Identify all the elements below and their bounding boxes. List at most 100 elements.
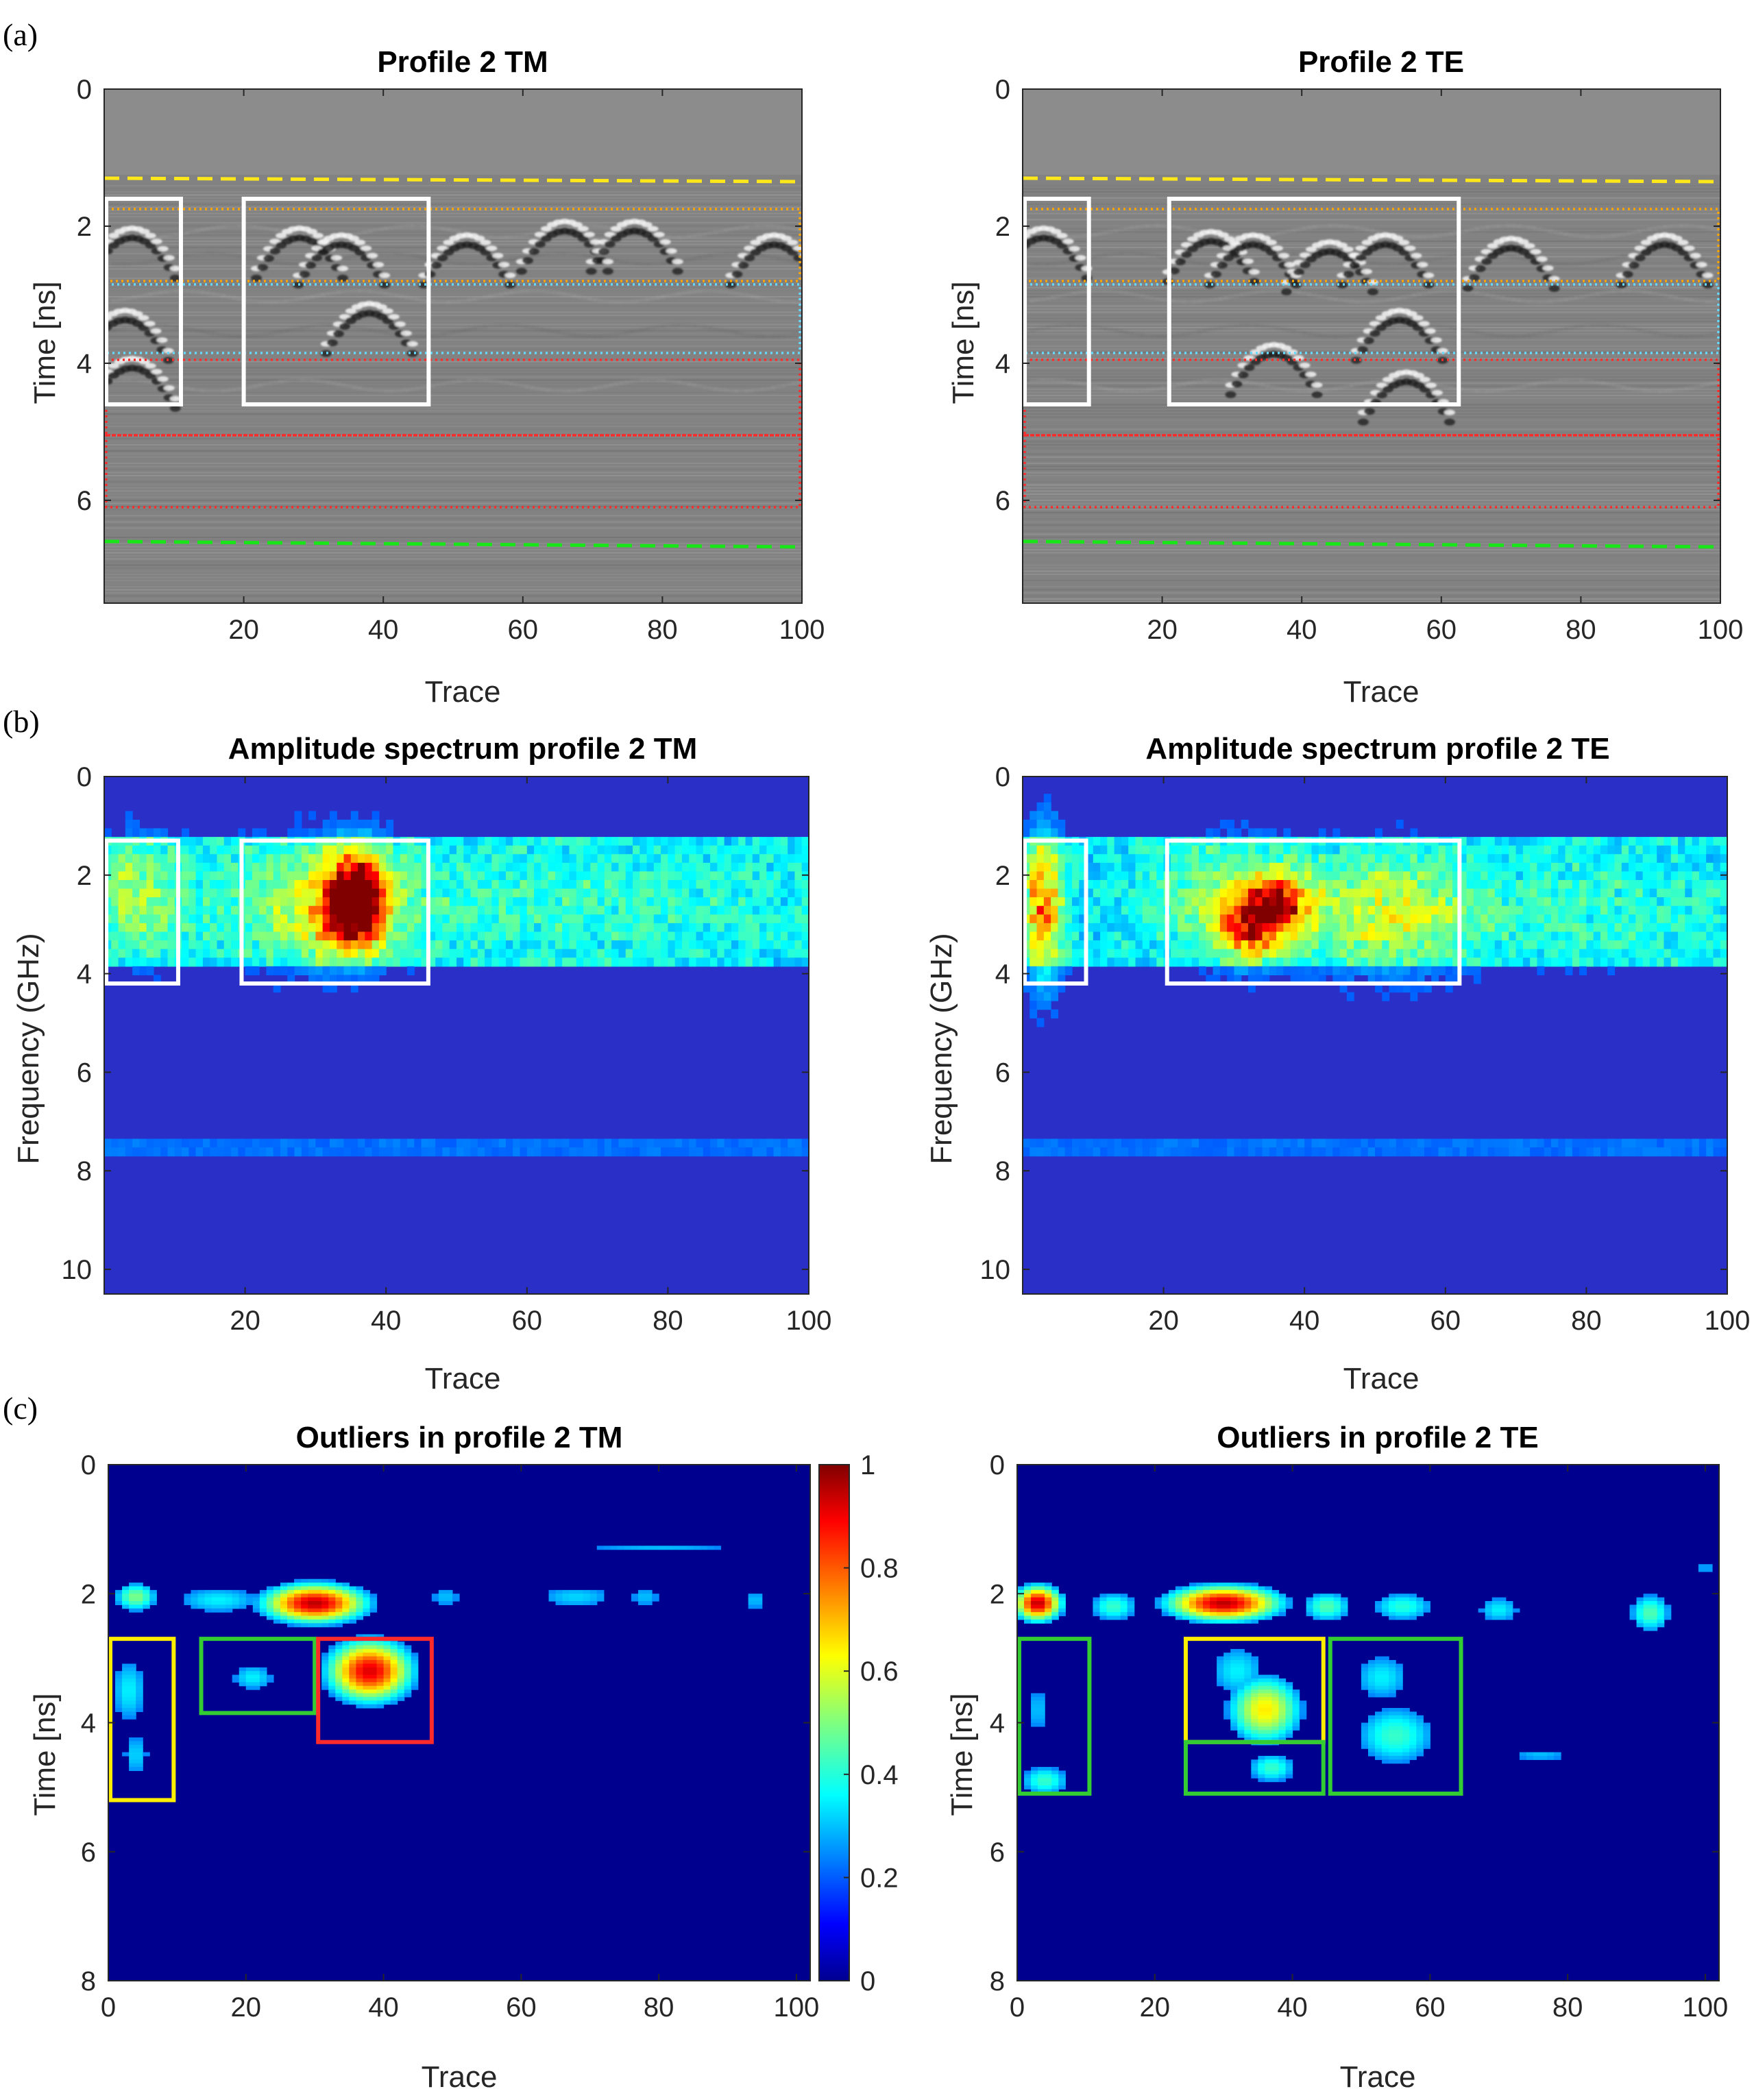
- x-tick-label: 80: [1552, 1992, 1583, 2023]
- x-tick-label: 80: [1566, 615, 1596, 645]
- y-tick-label: 6: [81, 1838, 96, 1868]
- y-tick-label: 4: [77, 960, 92, 990]
- x-tick-label: 100: [779, 615, 825, 645]
- outliers-background: [108, 1465, 810, 1981]
- x-tick-label: 100: [786, 1306, 832, 1336]
- x-tick-label: 40: [1287, 615, 1317, 645]
- y-tick-label: 0: [81, 1450, 96, 1480]
- outliers-te-panel: Outliers in profile 2 TE Trace Time [ns]…: [945, 1421, 1728, 2094]
- y-tick-label: 6: [77, 486, 92, 516]
- colorbar-tick-label: 1: [860, 1450, 875, 1480]
- x-tick-label: 40: [1277, 1992, 1308, 2023]
- y-tick-label: 2: [77, 861, 92, 891]
- air-layer: [1023, 89, 1720, 175]
- y-axis-label: Time [ns]: [28, 1693, 62, 1816]
- x-axis-label: Trace: [1340, 2060, 1416, 2094]
- colorbar-tick-label: 0.8: [860, 1554, 899, 1584]
- y-tick-label: 6: [995, 486, 1010, 516]
- plot-area: 20 40 60 80 100 0 2 4 6 8 10: [980, 762, 1751, 1336]
- y-tick-label: 6: [995, 1058, 1010, 1088]
- x-axis-label: Trace: [1343, 675, 1420, 709]
- x-axis-label: Trace: [1343, 1362, 1420, 1395]
- air-layer: [104, 89, 802, 175]
- y-tick-label: 10: [980, 1255, 1011, 1285]
- y-tick-label: 4: [990, 1709, 1005, 1739]
- y-axis-label: Frequency (GHz): [925, 933, 958, 1164]
- y-tick-label: 0: [77, 762, 92, 792]
- y-tick-label: 8: [81, 1966, 96, 1997]
- x-tick-label: 0: [101, 1992, 116, 2023]
- x-tick-label: 100: [1683, 1992, 1729, 2023]
- y-tick-label: 2: [995, 212, 1010, 242]
- chart-title: Outliers in profile 2 TM: [296, 1421, 623, 1454]
- x-axis-label: Trace: [422, 2060, 498, 2094]
- x-tick-label: 20: [228, 615, 259, 645]
- y-tick-label: 4: [995, 960, 1010, 990]
- x-tick-label: 40: [368, 1992, 399, 2023]
- colorbar: 0 0.2 0.4 0.6 0.8 1: [819, 1450, 899, 1997]
- spectrum-te-panel: Amplitude spectrum profile 2 TE Trace Fr…: [925, 732, 1750, 1395]
- x-tick-label: 100: [1698, 615, 1744, 645]
- x-tick-label: 60: [506, 1992, 537, 2023]
- x-tick-label: 80: [1571, 1306, 1602, 1336]
- chart-title: Amplitude spectrum profile 2 TM: [228, 732, 698, 766]
- chart-title: Profile 2 TE: [1298, 45, 1464, 79]
- plot-area: 0 20 40 60 80 100 0 2 4 6 8: [81, 1450, 820, 2023]
- y-tick-label: 2: [81, 1579, 96, 1609]
- x-tick-label: 80: [647, 615, 678, 645]
- y-tick-label: 6: [990, 1838, 1005, 1868]
- panel-label-c: (c): [3, 1391, 38, 1426]
- y-tick-label: 6: [77, 1058, 92, 1088]
- y-tick-label: 4: [77, 349, 92, 379]
- colorbar-tick-label: 0.2: [860, 1863, 899, 1893]
- colorbar-tick-label: 0: [860, 1966, 875, 1997]
- outliers-tm-panel: Outliers in profile 2 TM Trace Time [ns]…: [28, 1421, 899, 2094]
- x-tick-label: 20: [230, 1306, 260, 1336]
- y-tick-label: 8: [990, 1966, 1005, 1997]
- x-tick-label: 60: [508, 615, 539, 645]
- x-tick-label: 40: [371, 1306, 402, 1336]
- y-axis-label: Time [ns]: [947, 281, 980, 404]
- y-tick-label: 2: [990, 1579, 1005, 1609]
- x-tick-label: 60: [1430, 1306, 1461, 1336]
- x-tick-label: 80: [644, 1992, 674, 2023]
- y-tick-label: 8: [995, 1156, 1010, 1186]
- y-tick-label: 0: [77, 75, 92, 105]
- x-axis-label: Trace: [425, 1362, 501, 1395]
- y-tick-label: 0: [995, 75, 1010, 105]
- y-tick-label: 0: [990, 1450, 1005, 1480]
- x-tick-label: 100: [774, 1992, 820, 2023]
- x-tick-label: 0: [1010, 1992, 1025, 2023]
- y-tick-label: 2: [995, 861, 1010, 891]
- x-tick-label: 60: [1426, 615, 1457, 645]
- y-axis-label: Frequency (GHz): [12, 933, 45, 1164]
- colorbar-tick-label: 0.6: [860, 1657, 899, 1687]
- chart-title: Profile 2 TM: [377, 45, 548, 79]
- y-tick-label: 8: [77, 1156, 92, 1186]
- x-tick-label: 40: [1289, 1306, 1320, 1336]
- y-axis-label: Time [ns]: [945, 1693, 979, 1816]
- y-tick-label: 10: [62, 1255, 93, 1285]
- y-tick-label: 2: [77, 212, 92, 242]
- x-tick-label: 20: [1140, 1992, 1171, 2023]
- y-axis-label: Time [ns]: [28, 281, 62, 404]
- colorbar-gradient: [819, 1465, 849, 1981]
- x-tick-label: 100: [1705, 1306, 1751, 1336]
- x-tick-label: 80: [653, 1306, 683, 1336]
- x-tick-label: 20: [1148, 1306, 1179, 1336]
- colorbar-tick-label: 0.4: [860, 1760, 899, 1790]
- x-tick-label: 20: [1147, 615, 1178, 645]
- y-tick-label: 0: [995, 762, 1010, 792]
- panel-label-b: (b): [3, 704, 40, 739]
- panel-label-a: (a): [3, 17, 38, 52]
- chart-title: Amplitude spectrum profile 2 TE: [1145, 732, 1609, 766]
- x-tick-label: 20: [231, 1992, 262, 2023]
- y-tick-label: 4: [81, 1709, 96, 1739]
